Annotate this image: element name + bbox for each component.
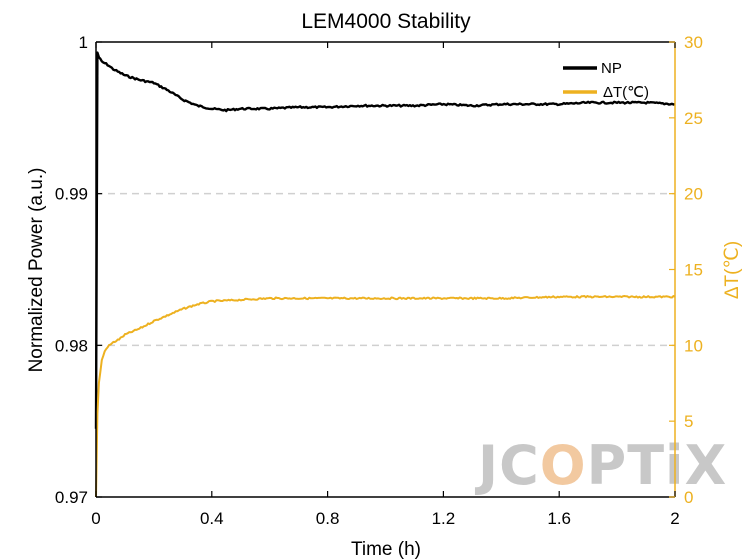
x-tick-label: 1.6 bbox=[547, 509, 571, 528]
legend-label-np: NP bbox=[601, 60, 622, 77]
x-tick-label: 0.8 bbox=[316, 509, 340, 528]
y-tick-label: 0.97 bbox=[55, 488, 88, 507]
x-axis-title: Time (h) bbox=[351, 539, 421, 560]
y2-tick-label: 25 bbox=[684, 109, 703, 128]
y2-tick-label: 5 bbox=[684, 412, 693, 431]
y2-axis-title: ΔT(℃) bbox=[722, 241, 743, 299]
x-tick-label: 2 bbox=[670, 509, 679, 528]
y-tick-label: 0.99 bbox=[55, 185, 88, 204]
axes bbox=[95, 41, 676, 498]
x-tick-label: 1.2 bbox=[432, 509, 456, 528]
watermark-text-highlight: O bbox=[540, 434, 587, 497]
y2-tick-label: 15 bbox=[684, 261, 703, 280]
y2-tick-label: 30 bbox=[684, 33, 703, 52]
y-tick-label: 1 bbox=[79, 33, 88, 52]
y2-tick-label: 0 bbox=[684, 488, 693, 507]
watermark-text-main: JC bbox=[474, 434, 540, 497]
watermark-text-rest: PTiX bbox=[587, 434, 728, 497]
x-tick-label: 0 bbox=[91, 509, 100, 528]
legend-label-dt: ΔT(℃) bbox=[603, 84, 649, 101]
series-line-1 bbox=[95, 295, 676, 498]
y2-tick-label: 10 bbox=[684, 336, 703, 355]
y2-tick-label: 20 bbox=[684, 185, 703, 204]
series-layer bbox=[94, 51, 676, 498]
legend: NP ΔT(℃) bbox=[563, 60, 649, 101]
y-axis-title: Normalized Power (a.u.) bbox=[26, 168, 47, 373]
x-tick-label: 0.4 bbox=[200, 509, 224, 528]
watermark-logo: JCOPTiX bbox=[474, 434, 727, 497]
series-line-0 bbox=[94, 51, 676, 429]
chart-title: LEM4000 Stability bbox=[301, 10, 471, 33]
y-tick-label: 0.98 bbox=[55, 336, 88, 355]
gridlines bbox=[96, 192, 675, 347]
